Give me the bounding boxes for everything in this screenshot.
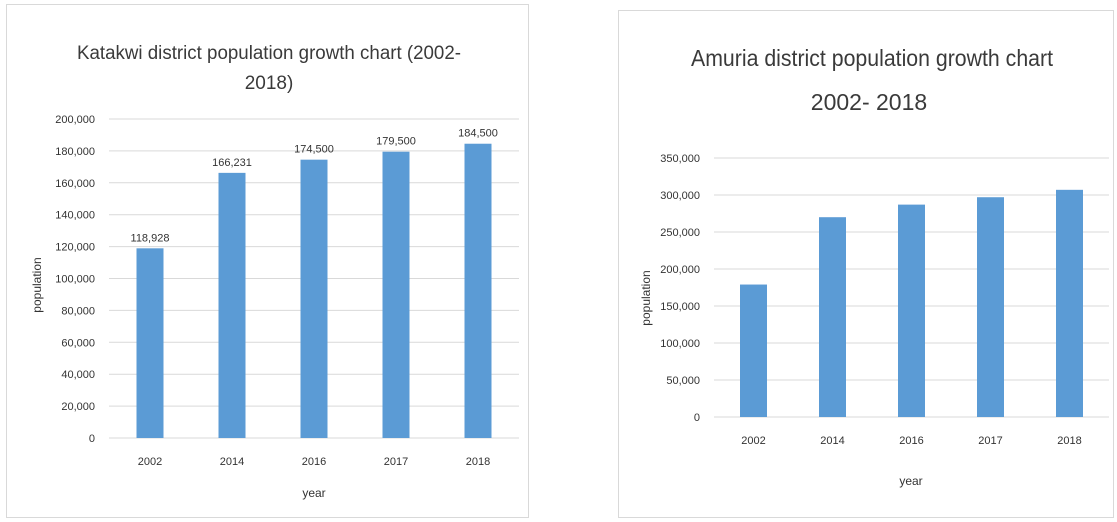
y-tick-label: 200,000 — [660, 264, 700, 276]
bar — [218, 172, 246, 438]
y-tick-label: 100,000 — [660, 338, 700, 350]
chart-title-line-1: Katakwi district population growth chart… — [77, 43, 461, 64]
data-label: 184,500 — [458, 128, 498, 140]
x-tick-label: 2018 — [1057, 435, 1081, 447]
x-tick-label: 2014 — [220, 456, 244, 468]
x-axis-label: year — [899, 474, 922, 488]
y-axis-label: population — [30, 257, 44, 312]
y-tick-label: 60,000 — [61, 337, 95, 349]
x-tick-label: 2016 — [302, 456, 326, 468]
chart-title-line-2: 2018) — [245, 73, 294, 94]
chart-title-line-2: 2002- 2018 — [811, 89, 927, 115]
y-tick-label: 40,000 — [61, 369, 95, 381]
katakwi-chart-panel: Katakwi district population growth chart… — [6, 4, 529, 518]
y-tick-label: 80,000 — [61, 305, 95, 317]
x-tick-label: 2017 — [978, 435, 1002, 447]
y-axis-label: population — [639, 270, 653, 325]
amuria-chart: Amuria district population growth chart … — [639, 45, 1109, 488]
katakwi-chart: Katakwi district population growth chart… — [30, 43, 519, 500]
y-tick-label: 180,000 — [55, 146, 95, 158]
x-tick-label: 2014 — [820, 435, 844, 447]
x-tick-label: 2016 — [899, 435, 923, 447]
bar — [740, 284, 767, 417]
data-label: 166,231 — [212, 157, 252, 169]
x-tick-label: 2018 — [466, 456, 490, 468]
bar — [136, 248, 164, 438]
y-tick-label: 300,000 — [660, 190, 700, 202]
chart-title-line-1: Amuria district population growth chart — [691, 45, 1054, 71]
data-label: 179,500 — [376, 136, 416, 148]
y-tick-label: 20,000 — [61, 401, 95, 413]
x-tick-label: 2002 — [741, 435, 765, 447]
y-tick-label: 50,000 — [666, 375, 700, 387]
amuria-chart-panel: Amuria district population growth chart … — [618, 10, 1114, 518]
y-tick-label: 160,000 — [55, 178, 95, 190]
y-tick-label: 150,000 — [660, 301, 700, 313]
x-tick-label: 2002 — [138, 456, 162, 468]
x-tick-label: 2017 — [384, 456, 408, 468]
y-tick-label: 250,000 — [660, 227, 700, 239]
bar — [819, 217, 846, 417]
y-tick-label: 0 — [694, 412, 700, 424]
y-tick-label: 200,000 — [55, 114, 95, 126]
y-tick-label: 120,000 — [55, 242, 95, 254]
y-tick-label: 0 — [89, 433, 95, 445]
y-tick-label: 140,000 — [55, 210, 95, 222]
bar — [382, 151, 410, 438]
bar — [1056, 189, 1083, 417]
data-label: 174,500 — [294, 144, 334, 156]
bar — [898, 204, 925, 417]
bar — [977, 197, 1004, 417]
x-axis-label: year — [302, 486, 325, 500]
y-tick-label: 350,000 — [660, 153, 700, 165]
bar — [464, 143, 492, 438]
y-tick-label: 100,000 — [55, 274, 95, 286]
data-label: 118,928 — [131, 232, 170, 244]
bar — [300, 159, 328, 439]
